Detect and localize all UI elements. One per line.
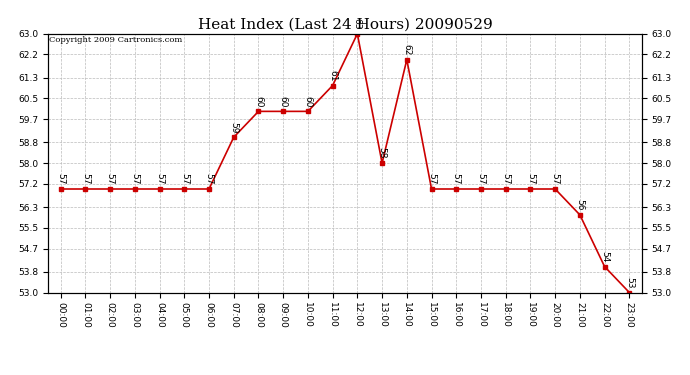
Text: 57: 57 <box>130 173 139 185</box>
Text: 58: 58 <box>377 147 386 159</box>
Text: 59: 59 <box>229 122 238 133</box>
Text: 63: 63 <box>353 18 362 30</box>
Text: 61: 61 <box>328 70 337 81</box>
Text: 57: 57 <box>452 173 461 185</box>
Text: 56: 56 <box>575 199 584 211</box>
Text: 57: 57 <box>477 173 486 185</box>
Text: 54: 54 <box>600 251 609 262</box>
Text: 57: 57 <box>501 173 510 185</box>
Text: 57: 57 <box>427 173 436 185</box>
Text: 60: 60 <box>279 96 288 107</box>
Text: Copyright 2009 Cartronics.com: Copyright 2009 Cartronics.com <box>50 36 183 44</box>
Text: 53: 53 <box>625 277 634 288</box>
Text: 60: 60 <box>254 96 263 107</box>
Text: 57: 57 <box>81 173 90 185</box>
Text: 57: 57 <box>180 173 189 185</box>
Title: Heat Index (Last 24 Hours) 20090529: Heat Index (Last 24 Hours) 20090529 <box>197 17 493 31</box>
Text: 57: 57 <box>155 173 164 185</box>
Text: 57: 57 <box>56 173 65 185</box>
Text: 62: 62 <box>402 44 411 56</box>
Text: 57: 57 <box>106 173 115 185</box>
Text: 57: 57 <box>551 173 560 185</box>
Text: 57: 57 <box>526 173 535 185</box>
Text: 57: 57 <box>204 173 213 185</box>
Text: 60: 60 <box>304 96 313 107</box>
